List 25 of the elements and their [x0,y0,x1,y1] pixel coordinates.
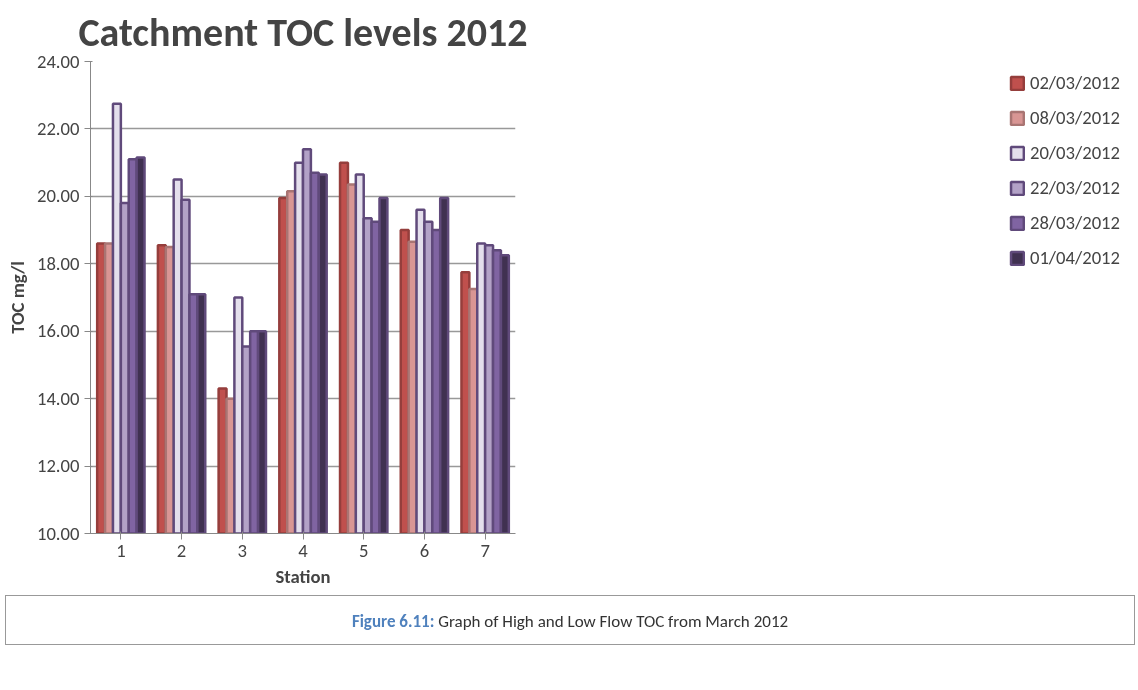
legend-label: 02/03/2012 [1029,71,1120,94]
x-tick-label: 1 [116,538,126,562]
legend-label: 22/03/2012 [1029,176,1120,199]
y-tick-label: 20.00 [36,184,80,208]
x-tick-label: 5 [358,538,369,562]
x-tick-label: 7 [480,538,490,562]
y-tick-label: 12.00 [36,454,80,478]
legend-label: 01/04/2012 [1029,246,1120,269]
caption: Figure 6.11: Graph of High and Low Flow TOC from March 2012 [351,610,789,634]
legend-label: 08/03/2012 [1029,106,1120,129]
x-tick-label: 4 [298,538,309,562]
chart-title: Catchment TOC levels 2012 [78,7,528,57]
legend-label: 28/03/2012 [1029,211,1120,234]
x-axis-title: Station [275,564,331,588]
y-tick-label: 16.00 [36,319,80,343]
y-tick-label: 10.00 [36,521,80,545]
x-tick-label: 2 [176,538,187,562]
x-tick-label: 6 [419,538,430,562]
y-axis-title: TOC mg/l [5,261,29,334]
x-tick-label: 3 [237,538,248,562]
y-tick-label: 18.00 [36,251,80,275]
y-tick-label: 14.00 [36,386,80,410]
y-tick-label: 22.00 [36,116,80,140]
y-tick-label: 24.00 [36,49,80,73]
legend-label: 20/03/2012 [1029,141,1120,164]
